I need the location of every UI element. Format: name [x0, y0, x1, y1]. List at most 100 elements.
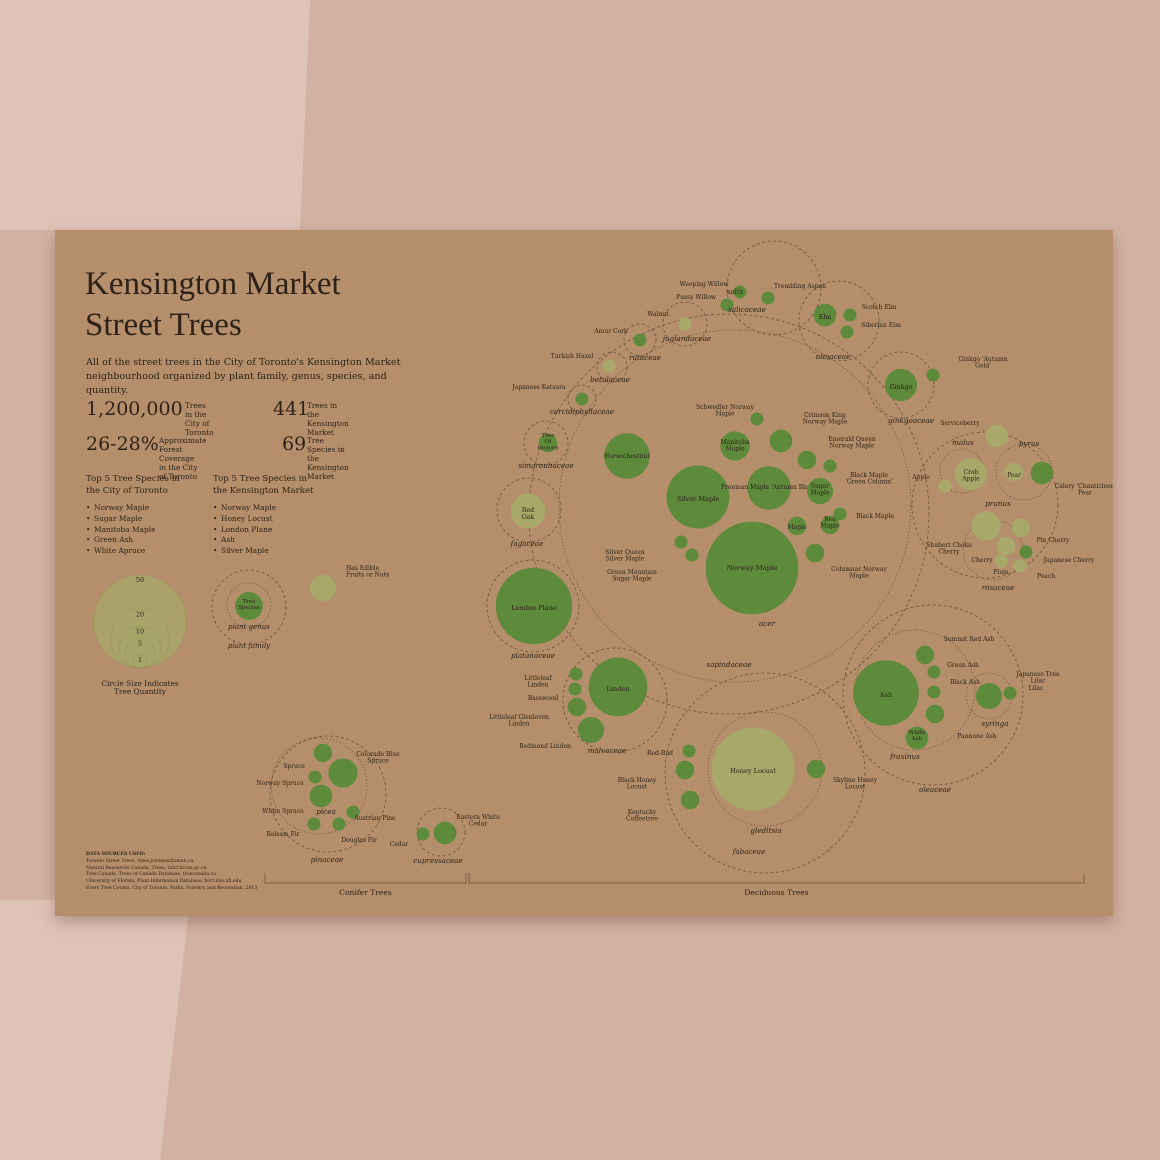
family-label-gleditsia: gleditsia [750, 826, 781, 835]
species-circle [927, 685, 941, 699]
species-label: Black Maple [856, 513, 894, 520]
family-label-prunus: prunus [985, 499, 1011, 508]
species-label: London Plane [511, 604, 557, 612]
family-label-pyrus: pyrus [1019, 439, 1040, 448]
species-label: Balsam Fir [266, 831, 299, 838]
family-ring-simaroubaceae [523, 420, 569, 466]
species-label: Norway Maple [727, 564, 778, 572]
family-ring-salicaceae [726, 240, 822, 336]
top-species-toronto: Top 5 Tree Species in the City of Toront… [86, 473, 180, 557]
species-label: Walnut [647, 311, 669, 318]
species-circle [568, 682, 582, 696]
species-label: Plum [993, 569, 1009, 576]
species-circle [761, 291, 775, 305]
family-label-syringa: syringa [982, 719, 1009, 728]
list-item: Honey Locust [213, 514, 313, 525]
family-ring-fabaceae [664, 672, 866, 874]
stat-label: Trees in the Kensington Market [307, 401, 349, 437]
species-circle [840, 325, 854, 339]
source-line: University of Florida, Plant Information… [86, 879, 242, 885]
species-label: Siberian Elm [861, 322, 901, 329]
species-circle [853, 660, 919, 726]
top-species-kensington: Top 5 Tree Species in the Kensington Mar… [213, 473, 314, 557]
legend-size-value: 50 [136, 576, 144, 584]
species-label: White Ash [909, 730, 926, 742]
species-circle [843, 308, 857, 322]
group-deciduous-bracket [468, 873, 1085, 884]
species-label: Japanese Cherry [1043, 557, 1095, 564]
legend-species-circle [235, 592, 263, 620]
stat-label: Tree Species in the Kensington Market [307, 436, 349, 481]
species-circle [733, 285, 747, 299]
family-ring-rutaceae [623, 323, 657, 357]
species-circle [805, 543, 825, 563]
species-label: Ginkgo [889, 383, 912, 391]
genus-ring-fraxinus [854, 629, 976, 751]
species-label: Columnar Norway Maple [831, 566, 887, 580]
legend-genus-ring [226, 582, 272, 628]
species-circle [633, 333, 647, 347]
family-label-fabaceae: fabaceae [732, 847, 766, 856]
species-label: Honey Locust [730, 767, 776, 775]
species-circle [711, 727, 795, 811]
species-circle [682, 744, 696, 758]
family-label-platanaceae: platanaceae [511, 651, 555, 660]
legend-size-value: 1 [138, 656, 142, 664]
species-circle [1019, 545, 1033, 559]
species-circle [332, 817, 346, 831]
species-circle [938, 479, 952, 493]
legend-size-value: 20 [136, 610, 144, 618]
legend-family-ring [211, 569, 287, 645]
species-circle [1013, 559, 1027, 573]
species-circle [346, 805, 360, 819]
species-circle [833, 507, 847, 521]
species-circle [538, 433, 558, 453]
species-label: Tree Of Heaven [537, 433, 559, 451]
section-divider [464, 299, 468, 691]
list-item: Green Ash [86, 535, 180, 546]
species-circle [994, 554, 1008, 568]
family-label-oleaceae: oleaceae [919, 785, 951, 794]
legend-size-value: 5 [138, 640, 142, 648]
species-label: Trembling Aspen [774, 283, 826, 290]
family-label-simaroubaceae: simaroubaceae [518, 461, 573, 470]
family-label-malvaceae: malvaceae [588, 746, 627, 755]
species-label: Apple [911, 474, 930, 481]
family-label-acer: acer [759, 619, 776, 628]
species-circle [416, 827, 430, 841]
subtitle: All of the street trees in the City of T… [86, 357, 401, 396]
legend-size-caption: Circle Size Indicates Tree Quantity [101, 679, 178, 696]
list-item: White Apruce [86, 546, 180, 557]
species-label: Colorado Blue Spruce [356, 751, 400, 765]
species-label: Maple [787, 524, 806, 531]
family-label-fagaceae: fagaceae [510, 539, 544, 548]
species-label: Lilac [1029, 685, 1044, 692]
species-circle [806, 477, 834, 505]
species-circle [680, 790, 700, 810]
species-label: Skyline Honey Locust [833, 777, 878, 791]
stat-value: 441 [273, 398, 310, 420]
species-circle [905, 726, 929, 750]
legend-size-value: 10 [136, 628, 144, 636]
legend-species-label: Tree Species [238, 599, 260, 611]
family-ring-rosaceae [911, 431, 1059, 579]
page-title: Kensington Market Street Trees [85, 264, 341, 346]
species-circle [787, 516, 807, 536]
species-circle [823, 459, 837, 473]
species-label: Japanese Tree Lilac [1015, 671, 1060, 685]
species-circle [433, 821, 457, 845]
stat-label: Approximate Forest Coverage in the City … [159, 436, 207, 481]
species-circle [813, 303, 837, 327]
species-circle [588, 657, 648, 717]
species-circle [495, 567, 573, 645]
species-circle [806, 759, 826, 779]
species-label: Cedar [390, 841, 409, 848]
species-label: Black Maple 'Green Column' [845, 472, 893, 486]
species-label: Horsechestnut [604, 453, 651, 460]
group-conifer-label: Conifer Trees [339, 888, 392, 897]
species-label: Kentucky Coffeetree [626, 809, 658, 823]
stat-value: 26-28% [86, 433, 159, 455]
species-label: Eastern White Cedar [456, 814, 500, 828]
family-ring-ulmaceae [798, 280, 880, 362]
